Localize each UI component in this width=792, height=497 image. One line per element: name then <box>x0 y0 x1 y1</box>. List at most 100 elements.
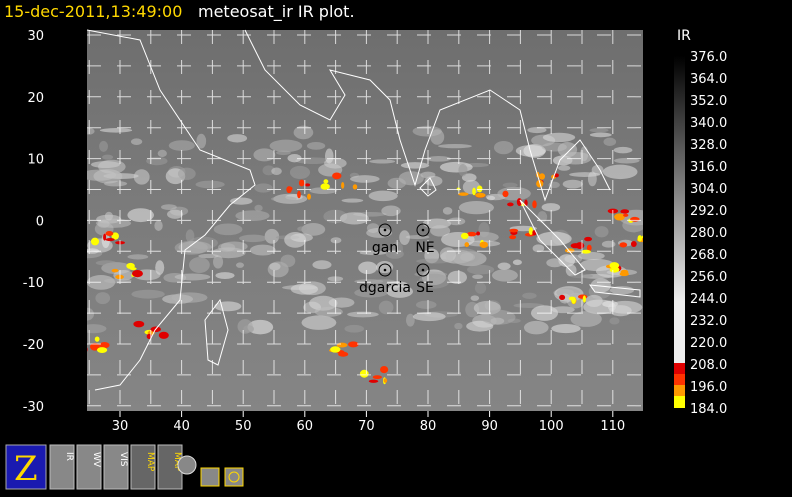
cloud <box>347 311 379 318</box>
cloud <box>527 126 547 134</box>
cloud <box>491 269 518 282</box>
convection <box>614 213 625 221</box>
cloud <box>609 305 632 317</box>
cloud <box>439 161 473 173</box>
cloud <box>474 282 487 294</box>
colorbar-tick: 352.0 <box>690 94 727 109</box>
cloud <box>458 164 468 177</box>
cloud <box>589 128 609 133</box>
convection <box>559 294 566 301</box>
sumatra <box>519 199 586 276</box>
station-marker <box>416 223 430 237</box>
cloud <box>235 262 245 268</box>
cloud <box>168 140 195 151</box>
convection <box>90 342 100 351</box>
convection <box>330 346 341 353</box>
stations: gan NE dgarcia SE <box>359 223 435 296</box>
cloud <box>297 226 308 232</box>
cloud <box>253 148 276 162</box>
cloud <box>254 204 263 212</box>
cloud <box>249 244 276 256</box>
cloud <box>585 294 603 308</box>
cloud <box>536 231 572 246</box>
cloud <box>602 164 638 180</box>
lat-label: -30 <box>23 400 44 415</box>
cloud <box>314 306 343 317</box>
station-marker <box>378 223 392 237</box>
convection <box>352 184 358 190</box>
globe-button[interactable] <box>177 455 197 475</box>
cloud <box>102 154 114 160</box>
cloud <box>603 137 617 147</box>
logo: Z <box>14 449 38 489</box>
cloud <box>167 209 183 219</box>
convection <box>458 192 469 196</box>
toolbar-button[interactable] <box>49 444 75 490</box>
grid-button[interactable] <box>200 467 220 487</box>
cloud <box>437 144 472 149</box>
cloud <box>610 286 635 295</box>
cloud <box>613 146 633 154</box>
station-button-icon <box>228 471 240 483</box>
convection <box>619 272 629 277</box>
colorbar-tick: 232.0 <box>690 314 727 329</box>
logo-button[interactable] <box>5 444 47 490</box>
cloud <box>591 164 604 175</box>
toolbar-button[interactable] <box>76 444 102 490</box>
cloud <box>354 288 388 298</box>
cloud <box>312 260 332 270</box>
cloud <box>230 197 253 205</box>
button-label: VIS <box>118 452 128 467</box>
toolbar: Z IR WV VIS MAP MAP <box>5 444 244 490</box>
lon-label: 100 <box>539 419 564 434</box>
toolbar-button[interactable] <box>130 444 156 490</box>
cloud <box>309 187 338 194</box>
cloud <box>293 125 314 140</box>
cloud <box>418 273 450 289</box>
convection <box>320 183 330 190</box>
title: meteosat_ir IR plot. <box>198 2 355 22</box>
cloud <box>461 173 477 182</box>
cloud <box>195 180 225 189</box>
cloud <box>196 133 207 149</box>
cloud <box>270 196 297 202</box>
cloud <box>198 253 219 259</box>
convection <box>472 187 476 196</box>
cloud <box>358 261 378 275</box>
cloud <box>537 211 548 223</box>
cloud <box>130 138 143 146</box>
convection <box>105 238 115 242</box>
convection <box>630 216 640 222</box>
station-button[interactable] <box>224 467 244 487</box>
toolbar-button[interactable] <box>103 444 129 490</box>
convection <box>620 209 630 214</box>
convection <box>584 236 593 242</box>
cloud <box>344 324 365 333</box>
colorbar-tick: 316.0 <box>690 160 727 175</box>
cloud <box>467 264 495 275</box>
cloud <box>486 195 496 201</box>
cloud <box>541 203 561 212</box>
colorbar-tick: 340.0 <box>690 116 727 131</box>
cloud <box>177 167 196 180</box>
cloud <box>87 324 107 334</box>
convection <box>609 262 620 269</box>
button-label: MAP <box>145 452 155 472</box>
convection <box>623 213 629 217</box>
cloud <box>557 165 571 171</box>
cloud <box>93 169 123 184</box>
asia-coast <box>244 29 611 202</box>
button-label: IR <box>64 452 74 461</box>
colorbar-tick: 196.0 <box>690 380 727 395</box>
cloud <box>472 274 483 280</box>
cloud <box>497 262 511 270</box>
lon-label: 80 <box>420 419 437 434</box>
cloud <box>287 153 302 163</box>
cloud <box>157 149 167 158</box>
cloud <box>301 315 337 330</box>
cloud <box>213 223 243 236</box>
convection <box>158 331 169 339</box>
cloud <box>95 218 132 228</box>
convection <box>87 347 88 352</box>
